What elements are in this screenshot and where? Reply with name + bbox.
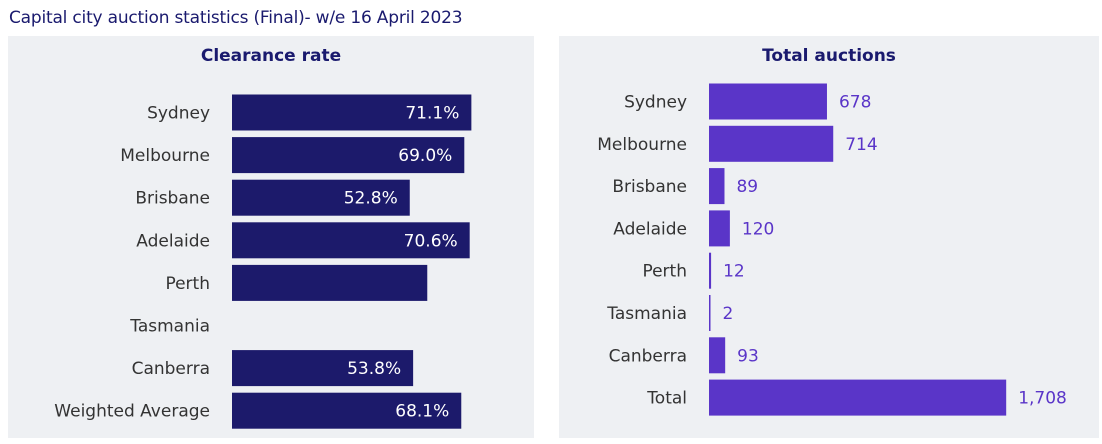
auctions-category-canberra: Canberra [609,346,687,366]
clearance-bar-canberra [232,350,414,387]
auctions-value-brisbane: 89 [736,177,758,197]
auctions-category-sydney: Sydney [624,93,687,113]
auctions-category-perth: Perth [642,262,687,282]
auctions-bar-melbourne [709,125,834,162]
clearance-rate-title: Clearance rate [200,46,342,66]
page-title: Capital city auction statistics (Final)-… [9,8,463,28]
auctions-value-sydney: 678 [839,93,871,113]
auctions-category-adelaide: Adelaide [613,219,687,239]
auctions-value-melbourne: 714 [845,135,877,155]
auctions-bar-tasmania [709,295,711,331]
auctions-category-total: Total [646,389,687,409]
clearance-rate-panel: Clearance rate Sydney 71.1% Melbourne 69.0%… [8,36,534,438]
clearance-value-brisbane: 52.8% [344,189,398,209]
auctions-bar-total [709,379,1007,416]
clearance-bar-adelaide [232,222,470,259]
clearance-value-canberra: 53.8% [347,359,401,379]
clearance-category-tasmania: Tasmania [129,317,210,337]
clearance-value-sydney: 71.1% [405,104,459,124]
clearance-bar-brisbane [232,179,410,216]
clearance-value-weighted-average: 68.1% [395,402,449,422]
auctions-value-adelaide: 120 [742,219,774,239]
clearance-category-brisbane: Brisbane [135,189,210,209]
auctions-value-tasmania: 2 [723,304,734,324]
clearance-category-melbourne: Melbourne [120,146,210,166]
total-auctions-chart: Sydney 678 Melbourne 714 Brisbane 89 Adelaide 1… [597,83,1067,416]
clearance-category-weighted-average: Weighted Average [54,402,210,422]
clearance-rate-chart: Sydney 71.1% Melbourne 69.0% Brisbane 52.8% Ad… [54,94,472,429]
auctions-value-perth: 12 [723,262,745,282]
clearance-category-canberra: Canberra [132,359,210,379]
auctions-bar-adelaide [709,210,730,247]
clearance-value-adelaide: 70.6% [404,231,458,251]
auctions-category-brisbane: Brisbane [612,177,687,197]
clearance-category-adelaide: Adelaide [136,231,210,251]
clearance-category-perth: Perth [165,274,210,294]
auctions-value-canberra: 93 [737,346,759,366]
auctions-bar-canberra [709,337,726,374]
auctions-category-tasmania: Tasmania [606,304,687,324]
total-auctions-title: Total auctions [762,46,896,66]
auctions-bar-perth [709,252,712,289]
total-auctions-panel: Total auctions Sydney 678 Melbourne 714 Bris… [559,36,1099,438]
auctions-category-melbourne: Melbourne [597,135,687,155]
auctions-bar-brisbane [709,168,725,205]
auctions-bar-sydney [709,83,827,120]
clearance-bar-melbourne [232,137,465,174]
clearance-bar-perth [232,264,428,301]
auctions-value-total: 1,708 [1018,389,1067,409]
clearance-bar-sydney [232,94,472,131]
clearance-bar-weighted-average [232,392,462,429]
clearance-value-melbourne: 69.0% [398,146,452,166]
clearance-category-sydney: Sydney [147,104,210,124]
